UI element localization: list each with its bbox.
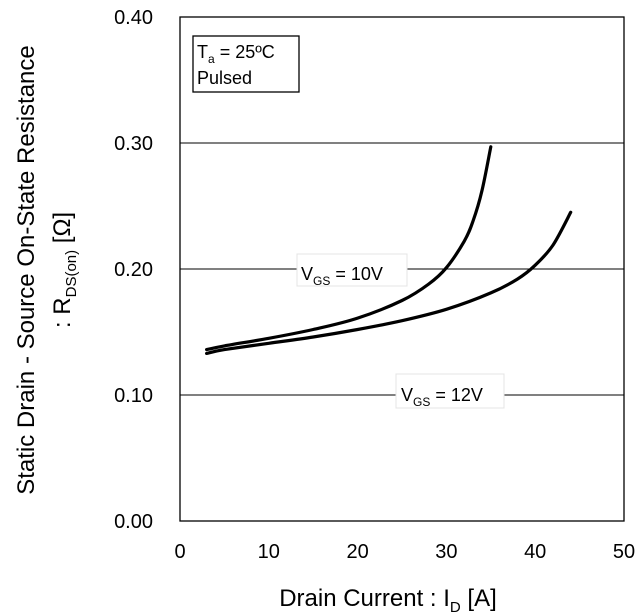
- y-tick-labels: 0.00 0.10 0.20 0.30 0.40: [114, 7, 153, 533]
- x-tick-label-1: 10: [258, 541, 280, 563]
- x-tick-label-2: 20: [346, 541, 368, 563]
- y-tick-label-2: 0.20: [114, 259, 153, 281]
- y-axis-title-unit: [Ω]: [49, 212, 76, 250]
- series-label-vgs-10v-box: [296, 253, 408, 287]
- series-label-vgs-12v-symbol: V: [401, 385, 413, 405]
- y-axis-title-line1: Static Drain - Source On-State Resistanc…: [13, 45, 40, 495]
- series-label-vgs-12v-text: VGS = 12V: [401, 385, 483, 409]
- condition-pulsed: Pulsed: [197, 68, 252, 88]
- y-tick-label-3: 0.30: [114, 133, 153, 155]
- y-tick-label-4: 0.40: [114, 7, 153, 29]
- x-axis-title-main: Drain Current : I: [279, 585, 450, 612]
- condition-temperature-subscript: a: [208, 52, 215, 66]
- y-axis-title: Static Drain - Source On-State Resistanc…: [13, 45, 80, 495]
- series-label-vgs-12v-box: [395, 373, 505, 409]
- x-tick-label-5: 50: [613, 541, 635, 563]
- series-label-vgs-10v-symbol: V: [301, 264, 313, 284]
- y-axis-title-line2: : RDS(on) [Ω]: [49, 212, 80, 328]
- x-tick-label-4: 40: [524, 541, 546, 563]
- condition-temperature-value: = 25ºC: [215, 42, 275, 62]
- y-axis-title-symbol: : R: [49, 297, 76, 328]
- series-label-vgs-10v: VGS = 10V: [296, 253, 408, 288]
- series-label-vgs-10v-value: = 10V: [330, 264, 383, 284]
- condition-temperature-symbol: T: [197, 42, 208, 62]
- series-line-1: [205, 210, 573, 355]
- series-line-0: [205, 145, 493, 352]
- x-tick-labels: 0 10 20 30 40 50: [174, 541, 635, 563]
- series-lines: [205, 145, 573, 355]
- series-label-vgs-12v-value: = 12V: [430, 385, 483, 405]
- y-axis-title-subscript: DS(on): [63, 250, 80, 298]
- condition-box-frame: [192, 35, 300, 93]
- condition-box: Ta = 25ºC Pulsed: [192, 35, 300, 93]
- x-tick-label-3: 30: [435, 541, 457, 563]
- x-axis-title-subscript: D: [450, 599, 461, 614]
- x-tick-label-0: 0: [174, 541, 185, 563]
- series-label-vgs-10v-subscript: GS: [313, 274, 330, 288]
- series-label-vgs-12v-subscript: GS: [413, 395, 430, 409]
- x-axis-title-unit: [A]: [461, 585, 497, 612]
- series-label-vgs-12v: VGS = 12V: [395, 373, 505, 409]
- condition-temperature: Ta = 25ºC: [197, 42, 275, 66]
- y-tick-label-1: 0.10: [114, 385, 153, 407]
- x-axis-title: Drain Current : ID [A]: [279, 585, 497, 614]
- y-tick-label-0: 0.00: [114, 511, 153, 533]
- series-label-vgs-10v-text: VGS = 10V: [301, 264, 383, 288]
